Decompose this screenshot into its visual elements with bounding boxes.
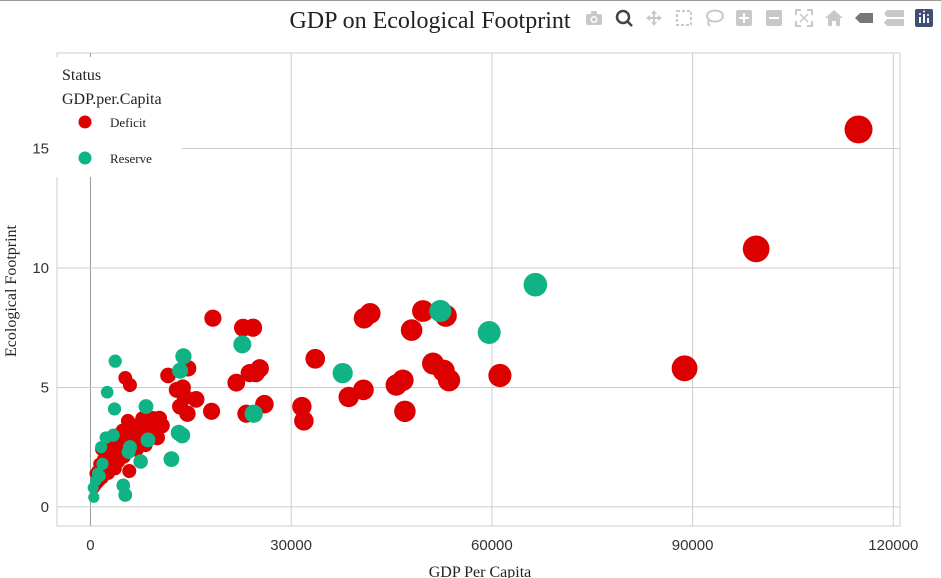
camera-icon[interactable] xyxy=(583,7,605,29)
point-deficit[interactable] xyxy=(168,381,185,398)
point-deficit[interactable] xyxy=(204,309,222,327)
point-deficit[interactable] xyxy=(240,364,259,383)
point-reserve[interactable] xyxy=(477,321,501,344)
point-deficit[interactable] xyxy=(172,398,189,415)
legend: Status GDP.per.Capita Deficit Reserve xyxy=(56,57,182,177)
point-reserve[interactable] xyxy=(170,424,187,441)
point-reserve[interactable] xyxy=(140,432,156,448)
y-tick-label: 15 xyxy=(32,141,49,158)
point-reserve[interactable] xyxy=(133,454,148,469)
point-deficit[interactable] xyxy=(233,318,253,337)
chart-title: GDP on Ecological Footprint xyxy=(289,8,570,34)
y-axis-title: Ecological Footprint xyxy=(3,224,20,357)
lasso-select-icon[interactable] xyxy=(703,7,725,29)
zoom-in-icon[interactable] xyxy=(733,7,755,29)
point-deficit[interactable] xyxy=(742,235,770,263)
point-deficit[interactable] xyxy=(421,352,445,375)
point-deficit[interactable] xyxy=(671,355,698,382)
legend-label-reserve: Reserve xyxy=(110,151,152,166)
point-reserve[interactable] xyxy=(233,335,252,354)
point-deficit[interactable] xyxy=(305,348,326,369)
y-tick-label: 5 xyxy=(41,379,49,396)
point-deficit[interactable] xyxy=(227,373,246,392)
hover-compare-icon[interactable] xyxy=(883,7,905,29)
point-reserve[interactable] xyxy=(523,272,548,297)
point-reserve[interactable] xyxy=(138,399,154,414)
point-reserve[interactable] xyxy=(88,491,100,503)
x-tick-label: 60000 xyxy=(471,537,513,554)
data-points[interactable] xyxy=(87,115,873,503)
hover-closest-icon[interactable] xyxy=(853,7,875,29)
y-tick-label: 0 xyxy=(41,499,49,516)
zoom-icon[interactable] xyxy=(613,7,635,29)
point-deficit[interactable] xyxy=(122,464,137,479)
legend-item-reserve[interactable]: Reserve xyxy=(78,151,153,166)
point-deficit[interactable] xyxy=(385,374,407,396)
box-select-icon[interactable] xyxy=(673,7,695,29)
point-deficit[interactable] xyxy=(353,307,375,329)
point-reserve[interactable] xyxy=(244,404,263,423)
point-reserve[interactable] xyxy=(172,362,189,379)
point-reserve[interactable] xyxy=(107,402,122,416)
plotly-logo-icon[interactable] xyxy=(913,7,935,29)
point-reserve[interactable] xyxy=(175,348,192,365)
legend-label-deficit: Deficit xyxy=(110,115,146,130)
point-deficit[interactable] xyxy=(394,400,416,423)
point-deficit[interactable] xyxy=(488,363,512,388)
legend-marker-deficit xyxy=(78,115,92,129)
point-deficit[interactable] xyxy=(400,319,423,341)
x-tick-label: 0 xyxy=(86,537,94,554)
legend-title-gdp: GDP.per.Capita xyxy=(62,91,162,108)
plot-frame xyxy=(56,52,901,527)
x-tick-label: 120000 xyxy=(868,537,918,554)
point-reserve[interactable] xyxy=(116,478,131,493)
point-deficit[interactable] xyxy=(202,402,221,420)
point-deficit[interactable] xyxy=(118,370,133,385)
legend-marker-reserve xyxy=(78,151,92,165)
series-deficit xyxy=(88,115,873,494)
point-reserve[interactable] xyxy=(95,441,108,454)
x-tick-label: 30000 xyxy=(270,537,312,554)
point-reserve[interactable] xyxy=(100,385,114,399)
point-deficit[interactable] xyxy=(412,300,434,322)
point-deficit[interactable] xyxy=(160,367,176,384)
point-reserve[interactable] xyxy=(99,431,113,444)
point-reserve[interactable] xyxy=(332,362,353,384)
reset-axes-icon[interactable] xyxy=(823,7,845,29)
axes: 0 30000 60000 90000 120000 0 5 10 15 xyxy=(32,141,918,554)
pan-icon[interactable] xyxy=(643,7,665,29)
point-deficit[interactable] xyxy=(292,396,312,417)
legend-item-deficit[interactable]: Deficit xyxy=(78,115,147,130)
point-reserve[interactable] xyxy=(121,444,136,459)
zoom-out-icon[interactable] xyxy=(763,7,785,29)
legend-background xyxy=(56,57,182,177)
point-deficit[interactable] xyxy=(294,411,314,431)
point-reserve[interactable] xyxy=(87,482,99,494)
x-tick-label: 90000 xyxy=(672,537,714,554)
legend-title-status: Status xyxy=(62,67,101,84)
point-deficit[interactable] xyxy=(844,115,873,144)
autoscale-icon[interactable] xyxy=(793,7,815,29)
point-reserve[interactable] xyxy=(163,451,180,468)
point-reserve[interactable] xyxy=(108,354,122,368)
grid-lines xyxy=(56,52,901,527)
point-reserve[interactable] xyxy=(429,299,452,323)
series-reserve xyxy=(87,272,548,503)
point-reserve[interactable] xyxy=(96,457,109,471)
modebar xyxy=(583,7,935,29)
y-tick-label: 10 xyxy=(32,260,49,277)
point-deficit[interactable] xyxy=(338,386,359,408)
x-axis-title: GDP Per Capita xyxy=(429,564,532,578)
